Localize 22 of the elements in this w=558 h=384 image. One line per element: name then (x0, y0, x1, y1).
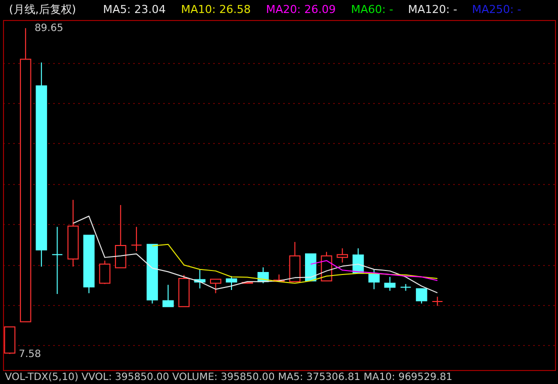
candlestick (99, 260, 110, 285)
annotation: 7.58 (18, 349, 41, 360)
annotation: 89.65 (34, 23, 64, 34)
candlestick (52, 226, 63, 294)
candlestick (162, 284, 174, 308)
legend-label: MA60: - (351, 3, 394, 16)
candlestick (368, 268, 380, 290)
text: MA5: 23.04 (103, 3, 166, 16)
text: VOL-TDX(5,10) VVOL: 395850.00 VOLUME: 395850.00 MA5: 375306.81 MA10: 969529.81 (5, 372, 452, 383)
legend-label: MA120: - (408, 3, 458, 16)
legend-label: MA250: - (472, 3, 522, 16)
candlestick (416, 288, 428, 304)
candlestick (130, 226, 142, 252)
chart-title: (月线,后复权) (9, 3, 76, 16)
candlestick (210, 278, 222, 294)
candlestick (336, 248, 348, 264)
text: MA10: 26.58 (181, 3, 251, 16)
candlestick (432, 296, 444, 306)
candlestick (114, 204, 126, 268)
candlestick (226, 276, 238, 290)
text: MA20: 26.09 (266, 3, 336, 16)
candlestick (384, 276, 396, 292)
